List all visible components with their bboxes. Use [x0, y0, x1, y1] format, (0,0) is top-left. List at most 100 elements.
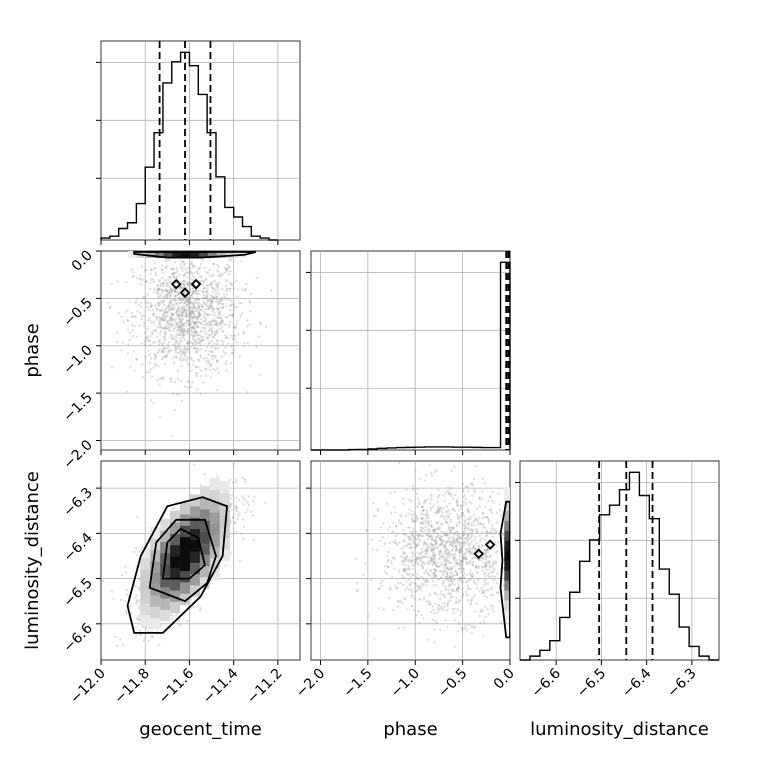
scatter-point [231, 338, 233, 340]
scatter-point [174, 327, 176, 329]
scatter-point [445, 540, 447, 542]
scatter-point [213, 263, 215, 265]
scatter-point [495, 530, 497, 532]
scatter-point [430, 524, 432, 526]
scatter-point [473, 627, 475, 629]
scatter-point [197, 293, 199, 295]
scatter-point [231, 494, 233, 496]
scatter-point [196, 388, 198, 390]
scatter-point [153, 367, 155, 369]
scatter-point [232, 481, 234, 483]
scatter-point [180, 240, 182, 242]
scatter-point [428, 573, 430, 575]
scatter-point [139, 633, 141, 635]
scatter-point [155, 274, 157, 276]
scatter-point [203, 339, 205, 341]
scatter-point [387, 558, 389, 560]
scatter-point [418, 621, 420, 623]
scatter-point [121, 574, 123, 576]
scatter-point [451, 470, 453, 472]
scatter-point [462, 568, 464, 570]
scatter-point [224, 334, 226, 336]
scatter-point [492, 547, 494, 549]
scatter-point [139, 278, 141, 280]
scatter-point [181, 260, 183, 262]
scatter-point [138, 304, 140, 306]
scatter-point [160, 342, 162, 344]
scatter-point [421, 517, 423, 519]
scatter-point [416, 493, 418, 495]
scatter-point [413, 513, 415, 515]
scatter-point [248, 504, 250, 506]
x-tick-label: −11.6 [156, 665, 198, 707]
scatter-point [141, 265, 143, 267]
scatter-point [149, 362, 151, 364]
hist-panel-phase [306, 251, 510, 455]
scatter-point [398, 542, 400, 544]
scatter-point [416, 551, 418, 553]
scatter-point [412, 485, 414, 487]
scatter-point [231, 303, 233, 305]
scatter-point [188, 336, 190, 338]
scatter-point [236, 507, 238, 509]
scatter-point [160, 330, 162, 332]
scatter-point [175, 246, 177, 248]
density-cell [190, 573, 200, 585]
scatter-point [236, 306, 238, 308]
scatter-point [454, 494, 456, 496]
scatter-point [161, 264, 163, 266]
scatter-point [437, 566, 439, 568]
scatter-point [211, 329, 213, 331]
scatter-point [487, 589, 489, 591]
scatter-point [425, 526, 427, 528]
scatter-point [146, 340, 148, 342]
scatter-point [211, 275, 213, 277]
scatter-point [161, 291, 163, 293]
scatter-point [180, 356, 182, 358]
scatter-point [462, 545, 464, 547]
scatter-point [465, 486, 467, 488]
scatter-point [194, 347, 196, 349]
scatter-point [233, 326, 235, 328]
scatter-point [127, 328, 129, 330]
scatter-point [191, 274, 193, 276]
scatter-point [226, 316, 228, 318]
scatter-point [408, 578, 410, 580]
scatter-point [453, 466, 455, 468]
scatter-point [427, 538, 429, 540]
scatter-point [239, 315, 241, 317]
scatter-point [380, 585, 382, 587]
scatter-point [433, 572, 435, 574]
scatter-point [189, 314, 191, 316]
scatter-point [192, 271, 194, 273]
scatter-point [416, 585, 418, 587]
scatter-point [110, 283, 112, 285]
scatter-point [471, 494, 473, 496]
scatter-point [372, 502, 374, 504]
x-axis-label-geocent_time: geocent_time [139, 719, 262, 740]
scatter-point [434, 539, 436, 541]
scatter-point [192, 334, 194, 336]
scatter-point [174, 318, 176, 320]
scatter-point [189, 296, 191, 298]
scatter-point [225, 369, 227, 371]
scatter-point [187, 345, 189, 347]
scatter-point [242, 497, 244, 499]
scatter-point [136, 516, 138, 518]
scatter-point [194, 322, 196, 324]
scatter-point [465, 527, 467, 529]
scatter-point [119, 638, 121, 640]
scatter-point [195, 372, 197, 374]
scatter-point [151, 333, 153, 335]
scatter-point [443, 585, 445, 587]
scatter-point [217, 288, 219, 290]
scatter-point [212, 351, 214, 353]
scatter-point [475, 548, 477, 550]
scatter-point [207, 305, 209, 307]
scatter-point [420, 526, 422, 528]
scatter-point [457, 630, 459, 632]
scatter-point [471, 596, 473, 598]
scatter-point [225, 363, 227, 365]
scatter-point [398, 571, 400, 573]
scatter-point [189, 370, 191, 372]
